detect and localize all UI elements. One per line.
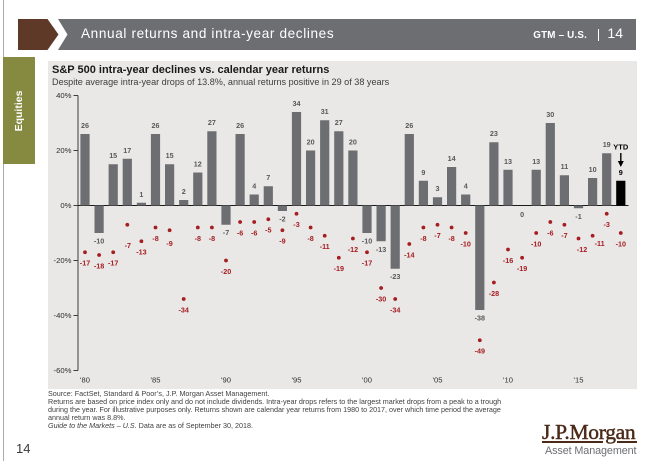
svg-text:-34: -34 <box>179 305 189 314</box>
svg-text:-10: -10 <box>94 237 104 246</box>
svg-text:23: 23 <box>490 129 498 138</box>
svg-text:-5: -5 <box>265 226 271 235</box>
svg-text:-10: -10 <box>531 239 541 248</box>
svg-text:-20%: -20% <box>54 256 72 265</box>
svg-text:19: 19 <box>603 140 611 149</box>
svg-text:-7: -7 <box>561 231 567 240</box>
svg-text:-6: -6 <box>237 228 243 237</box>
svg-text:'05: '05 <box>433 375 443 384</box>
svg-text:YTD: YTD <box>613 143 629 152</box>
svg-text:-11: -11 <box>320 242 330 251</box>
svg-text:-20: -20 <box>221 267 231 276</box>
svg-text:-10: -10 <box>362 237 372 246</box>
svg-text:3: 3 <box>436 184 440 193</box>
svg-text:13: 13 <box>532 157 540 166</box>
svg-text:-12: -12 <box>348 245 358 254</box>
svg-text:'85: '85 <box>151 375 161 384</box>
svg-text:11: 11 <box>561 162 569 171</box>
svg-text:-6: -6 <box>251 228 257 237</box>
svg-text:31: 31 <box>321 107 329 116</box>
svg-text:26: 26 <box>81 121 89 130</box>
svg-text:-2: -2 <box>279 215 285 224</box>
svg-text:1: 1 <box>139 190 143 199</box>
svg-text:26: 26 <box>152 121 160 130</box>
svg-text:40%: 40% <box>56 91 72 100</box>
svg-text:-3: -3 <box>603 220 609 229</box>
svg-text:-1: -1 <box>575 212 581 221</box>
svg-text:'00: '00 <box>362 375 372 384</box>
svg-text:-28: -28 <box>489 289 499 298</box>
svg-text:0: 0 <box>520 210 524 219</box>
svg-text:30: 30 <box>546 110 554 119</box>
svg-text:-10: -10 <box>461 239 471 248</box>
svg-text:-14: -14 <box>404 250 414 259</box>
svg-text:-9: -9 <box>166 239 172 248</box>
svg-text:'95: '95 <box>292 375 302 384</box>
svg-text:-13: -13 <box>136 248 146 257</box>
svg-text:-34: -34 <box>390 305 400 314</box>
svg-text:20: 20 <box>349 138 357 147</box>
svg-text:15: 15 <box>166 151 174 160</box>
svg-text:-12: -12 <box>577 245 587 254</box>
svg-text:9: 9 <box>421 168 425 177</box>
svg-text:20: 20 <box>307 138 315 147</box>
svg-text:27: 27 <box>335 118 343 127</box>
svg-text:15: 15 <box>109 151 117 160</box>
svg-text:'15: '15 <box>574 375 584 384</box>
svg-text:'10: '10 <box>503 375 513 384</box>
svg-text:-19: -19 <box>334 264 344 273</box>
svg-text:-8: -8 <box>307 234 313 243</box>
svg-text:-3: -3 <box>293 220 299 229</box>
svg-text:-8: -8 <box>195 234 201 243</box>
svg-text:-8: -8 <box>152 234 158 243</box>
svg-text:-16: -16 <box>503 256 513 265</box>
svg-text:-8: -8 <box>420 234 426 243</box>
svg-text:-17: -17 <box>362 259 372 268</box>
svg-text:-30: -30 <box>376 294 386 303</box>
svg-text:-19: -19 <box>517 264 527 273</box>
svg-text:-10: -10 <box>616 239 626 248</box>
svg-text:-18: -18 <box>94 261 104 270</box>
svg-text:9: 9 <box>619 168 623 177</box>
svg-text:12: 12 <box>194 160 202 169</box>
svg-text:-17: -17 <box>108 259 118 268</box>
svg-text:-38: -38 <box>475 314 485 323</box>
svg-text:-13: -13 <box>376 245 386 254</box>
svg-text:7: 7 <box>266 173 270 182</box>
svg-text:-7: -7 <box>434 231 440 240</box>
svg-text:4: 4 <box>464 182 468 191</box>
svg-text:17: 17 <box>123 146 131 155</box>
svg-text:-60%: -60% <box>54 366 72 375</box>
svg-text:27: 27 <box>208 118 216 127</box>
svg-text:-6: -6 <box>547 228 553 237</box>
svg-text:-7: -7 <box>125 241 131 250</box>
svg-text:-23: -23 <box>390 272 400 281</box>
svg-text:-11: -11 <box>595 239 605 248</box>
svg-text:'90: '90 <box>221 375 231 384</box>
svg-text:-7: -7 <box>223 228 229 237</box>
svg-text:26: 26 <box>236 121 244 130</box>
svg-text:-49: -49 <box>475 347 485 356</box>
svg-text:26: 26 <box>405 121 413 130</box>
svg-text:-8: -8 <box>209 234 215 243</box>
svg-text:4: 4 <box>252 182 256 191</box>
svg-text:'80: '80 <box>80 375 90 384</box>
svg-text:-9: -9 <box>279 237 285 246</box>
svg-text:-40%: -40% <box>54 311 72 320</box>
svg-text:20%: 20% <box>56 146 72 155</box>
svg-text:13: 13 <box>504 157 512 166</box>
svg-text:14: 14 <box>448 154 456 163</box>
svg-text:34: 34 <box>293 99 301 108</box>
svg-text:2: 2 <box>182 187 186 196</box>
svg-text:10: 10 <box>589 165 597 174</box>
svg-text:-8: -8 <box>448 234 454 243</box>
svg-text:-17: -17 <box>80 259 90 268</box>
svg-text:0%: 0% <box>60 201 71 210</box>
